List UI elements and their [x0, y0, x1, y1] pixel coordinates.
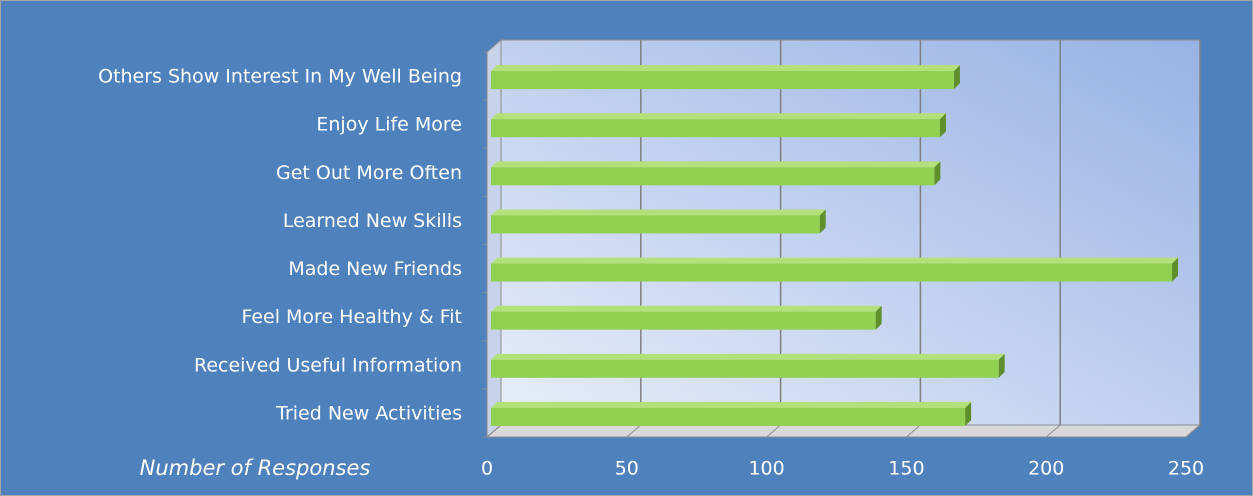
bar-top [491, 209, 826, 216]
floor-grid-line [906, 424, 921, 438]
floor-grid-line [486, 424, 502, 438]
y-tick-label: Enjoy Life More [316, 114, 462, 136]
x-tick-label: 100 [748, 458, 784, 480]
y-tick-label: Learned New Skills [283, 210, 462, 232]
bar [491, 215, 820, 234]
floor [485, 424, 1202, 438]
y-tick-label: Feel More Healthy & Fit [241, 306, 462, 328]
bar [491, 359, 999, 378]
bar-side [819, 209, 826, 234]
bar-side [939, 113, 946, 138]
x-tick-label: 150 [888, 458, 924, 480]
bar-side [953, 65, 960, 90]
bar-top [491, 257, 1179, 264]
y-tick-label: Tried New Activities [275, 402, 462, 424]
bar [491, 407, 966, 426]
x-tick-label: 200 [1028, 458, 1064, 480]
floor-grid-line [766, 424, 781, 438]
x-tick-label: 0 [481, 458, 493, 480]
bar [491, 119, 940, 138]
bar [491, 71, 954, 90]
x-tick-label: 250 [1168, 458, 1204, 480]
y-tick-label: Others Show Interest In My Well Being [98, 66, 462, 88]
bar [491, 167, 935, 186]
floor-grid-line [1045, 424, 1061, 438]
bar [491, 311, 876, 330]
bar-top [491, 65, 960, 72]
bar-side [1172, 257, 1179, 282]
y-tick-label: Get Out More Often [276, 162, 462, 184]
bar-side [998, 353, 1005, 378]
bar [491, 263, 1173, 282]
bar-side [875, 305, 882, 330]
x-axis-title: Number of Responses [140, 456, 371, 480]
bar-top [491, 305, 882, 312]
x-tick-label: 50 [615, 458, 639, 480]
floor-grid-line [1185, 424, 1201, 438]
bar-side [934, 161, 941, 186]
bar-top [491, 353, 1005, 360]
floor-grid-line [626, 424, 642, 438]
bar-top [491, 401, 972, 408]
bar-top [491, 161, 941, 168]
bar-side [965, 401, 972, 426]
bar-top [491, 113, 946, 120]
y-tick-label: Made New Friends [288, 258, 462, 280]
y-tick-label: Received Useful Information [194, 354, 462, 376]
